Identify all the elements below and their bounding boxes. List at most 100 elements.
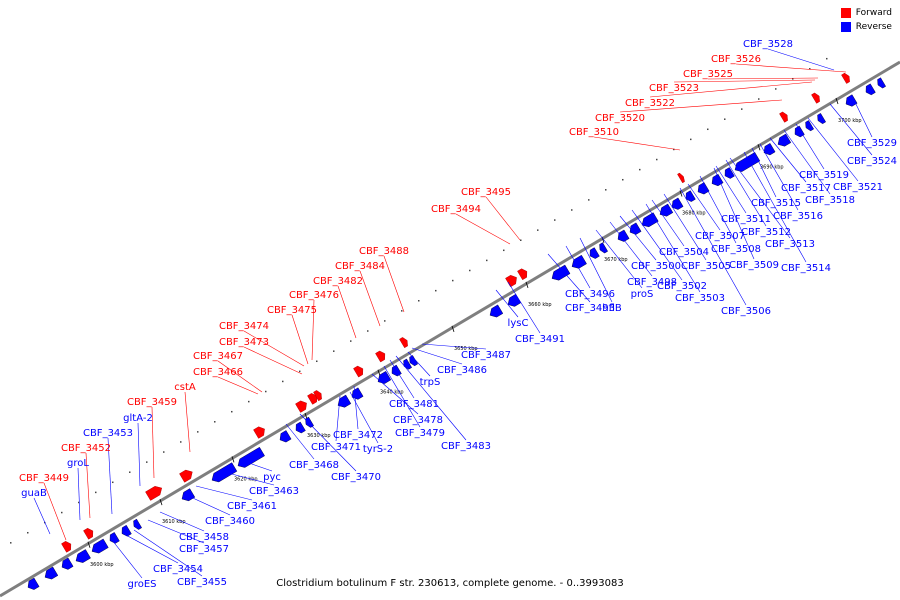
forward-gene-label: CBF_3473 [219,337,269,348]
gene-shape [313,390,322,402]
gene-labels: CBF_3449 CBF_3452 CBF_3459 cstA CBF_3466 CBF_… [19,39,897,590]
gene-shape [109,532,120,544]
reverse-gene-arrow [295,421,306,434]
reverse-gene-label: CBF_3511 [721,214,771,225]
reverse-gene-label: CBF_3461 [227,501,277,512]
guide-dot [231,410,233,413]
gene-shape [517,268,528,281]
reverse-gene-label: CBF_3502 [657,281,707,292]
guide-dot [197,431,199,433]
forward-gene-label: CBF_3510 [569,127,619,138]
reverse-gene-arrow [551,264,571,281]
reverse-gene-arrow [61,557,74,570]
tick-label: 3700 kbp [838,118,862,124]
reverse-gene-arrow [777,133,792,147]
reverse-gene-label: CBF_3479 [395,428,445,439]
reverse-gene-arrow [589,247,600,259]
guide-dot [690,138,692,141]
guide-dot [503,249,505,252]
guide-dot [469,269,471,272]
forward-gene-label: CBF_3482 [313,276,363,287]
reverse-gene-label: lysC [508,318,529,329]
reverse-gene-label: CBF_3478 [393,415,443,426]
tick-mark [525,281,529,289]
legend: Forward Reverse [840,8,892,36]
tick-mark [231,456,235,463]
reverse-gene-leader-line [547,253,591,303]
gene-shape [734,152,761,172]
reverse-gene-leader-line [421,343,487,350]
reverse-gene-leader-line [759,143,799,211]
gene-shape [811,92,820,104]
gene-shape [629,222,642,235]
guide-dot [724,118,726,120]
gene-shape [237,446,265,468]
forward-gene-label: CBF_3466 [193,367,243,378]
forward-gene-arrow [295,400,307,413]
forward-gene-label: CBF_3495 [461,187,511,198]
reverse-gene-arrow [865,83,876,96]
guide-dot [537,229,539,231]
guide-dot [95,491,97,494]
reverse-gene-leader-line [663,193,707,261]
forward-gene-arrow [677,172,685,184]
forward-gene-leader-line [184,391,191,453]
reverse-gene-arrow [409,355,418,367]
guide-dot [775,88,777,90]
gene-shape [61,541,72,553]
reverse-gene-leader-line [565,245,591,289]
forward-gene-leader-line [291,314,309,365]
reverse-gene-leader-line [33,497,51,535]
guide-dot [639,168,641,171]
forward-gene-leader-line [383,255,405,313]
gene-shape [409,355,418,367]
reverse-gene-label: CBF_3512 [741,227,791,238]
forward-gene-arrow [83,527,94,540]
reverse-gene-arrow [507,293,522,307]
reverse-gene-label: CBF_3457 [179,544,229,555]
reverse-gene-leader-line [729,157,791,239]
guide-dot [384,320,386,322]
reverse-gene-label: CBF_3493 [565,303,615,314]
reverse-gene-label: CBF_3521 [833,182,883,193]
reverse-gene-leader-line [77,467,81,521]
tick-label: 3650 kbp [454,346,478,352]
reverse-gene-arrow [817,113,826,124]
forward-gene-leader-line [485,196,521,241]
reverse-gene-arrow [877,77,886,89]
gene-shape [505,275,517,288]
gene-shape [711,173,724,187]
reverse-gene-leader-line [687,183,721,231]
gene-shape [877,77,886,89]
gene-shape [179,469,193,483]
gene-shape [671,197,684,210]
forward-gene-leader-line [649,81,813,98]
gene-shape [845,94,858,107]
guide-dot [605,189,607,191]
reverse-gene-leader-line [699,175,737,244]
forward-gene-label: CBF_3459 [127,397,177,408]
reverse-gene-label: CBF_3515 [751,198,801,209]
reverse-gene-leader-line [335,395,341,442]
gene-shape [44,566,59,580]
forward-gene-label: CBF_3525 [683,69,733,80]
gene-shape [295,400,307,413]
reverse-gene-label: CBF_3471 [311,442,361,453]
reverse-gene-label: CBF_3524 [847,156,897,167]
reverse-gene-leader-line [767,48,835,71]
gene-shape [133,518,142,530]
legend-forward-label: Forward [855,8,892,18]
gene-shape [83,527,94,540]
reverse-gene-arrow [121,524,132,537]
gene-shape [697,182,710,195]
reverse-gene-leader-line [769,137,807,183]
tick-label: 3680 kbp [682,211,706,217]
guide-dot [367,330,369,332]
guide-dot [554,219,556,221]
reverse-gene-arrow [377,371,392,384]
guide-dot [792,78,794,80]
gene-shape [589,247,600,259]
reverse-gene-label: gltA-2 [123,413,153,424]
forward-gene-leader-line [243,330,305,367]
forward-gene-arrow [811,92,820,104]
